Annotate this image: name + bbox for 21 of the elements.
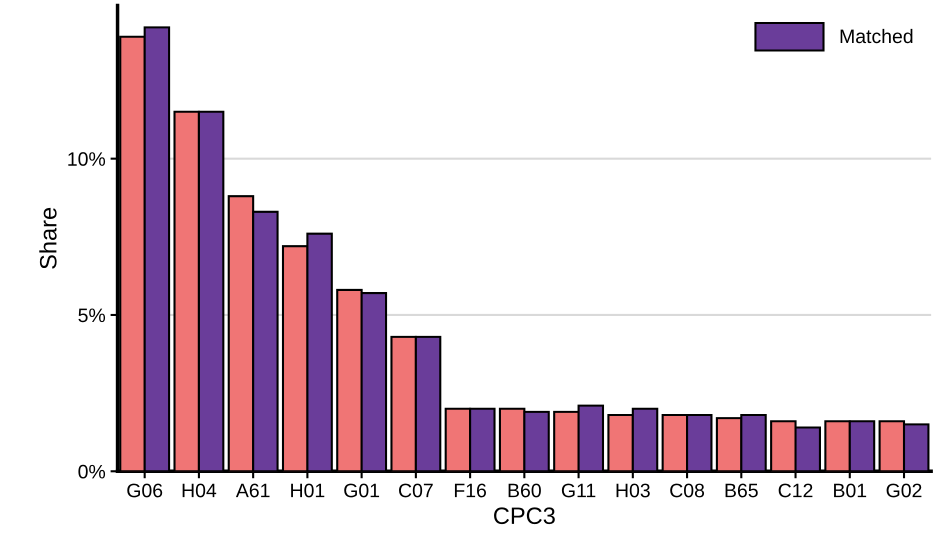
x-tick-label: B65 [726,484,758,498]
x-tick-label: B01 [834,484,866,498]
legend-label: Matched [840,28,912,44]
x-tick-label: H04 [182,484,216,498]
x-tick-label: G01 [344,484,380,498]
x-tick-label: G11 [562,484,596,498]
x-tick-label: B60 [508,484,541,498]
y-tick-label: 10% [68,152,106,166]
x-tick-label: G06 [127,484,162,498]
x-tick-label: G02 [886,484,922,498]
y-tick-label: 0% [78,464,106,479]
x-tick-label: C12 [778,484,812,498]
x-tick-label: C08 [670,484,704,498]
x-tick-label: A61 [236,484,270,498]
x-tick-label: F16 [454,484,486,498]
x-tick-label: H03 [616,484,650,498]
y-tick-label: 5% [78,308,106,322]
y-axis-title: Share [39,208,57,269]
x-tick-label: H01 [291,484,324,498]
x-tick-label: C07 [399,484,433,498]
x-axis-title: CPC3 [494,507,555,524]
